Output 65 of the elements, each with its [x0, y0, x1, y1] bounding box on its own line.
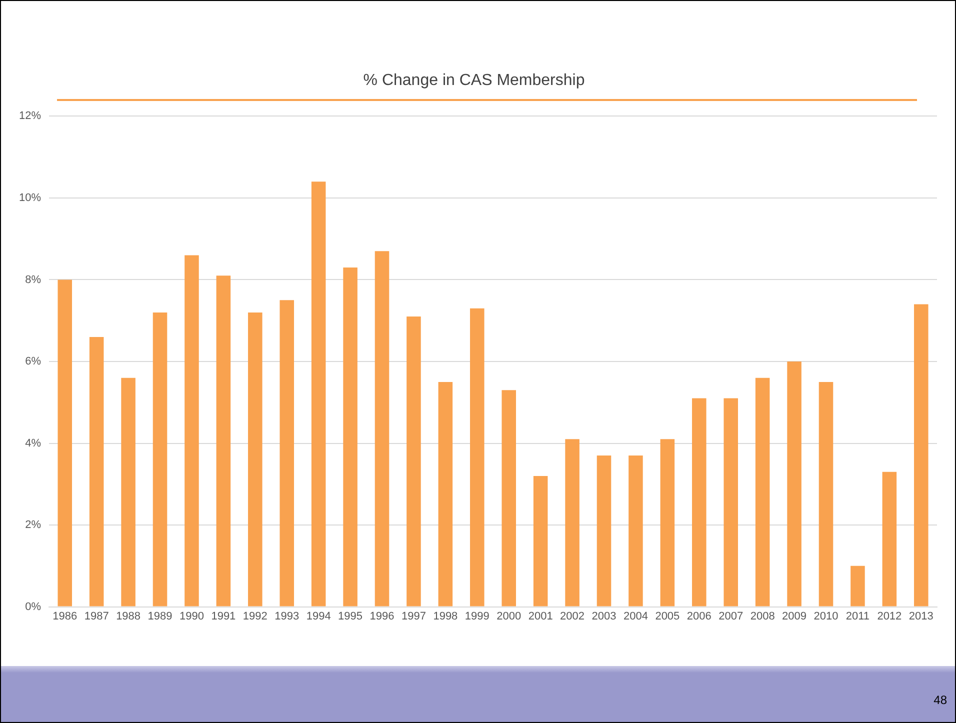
bar — [343, 267, 358, 606]
bar — [311, 182, 326, 606]
bar — [596, 456, 612, 606]
bar — [882, 472, 897, 606]
bar — [660, 439, 675, 606]
bar — [152, 312, 168, 606]
bar — [502, 390, 516, 606]
x-tick-label: 1992 — [242, 610, 268, 622]
bar — [470, 308, 484, 606]
bar — [406, 316, 421, 606]
x-tick-label: 1990 — [179, 610, 204, 622]
bar — [850, 566, 865, 606]
y-tick-label: 0% — [25, 600, 42, 613]
bar — [438, 382, 453, 606]
x-tick-label: 1993 — [274, 610, 300, 622]
x-tick-label: 1989 — [148, 610, 172, 622]
y-tick-label: 4% — [25, 437, 42, 450]
bar — [216, 276, 231, 606]
x-tick-label: 1999 — [464, 610, 490, 622]
bar — [914, 304, 928, 606]
y-tick-label: 8% — [25, 274, 42, 286]
x-tick-label: 1998 — [433, 610, 458, 622]
bar — [248, 312, 262, 606]
x-tick-label: 2003 — [592, 610, 616, 622]
x-tick-label: 2011 — [846, 610, 870, 622]
chart-title: % Change in CAS Membership — [363, 72, 585, 90]
x-tick-label: 2013 — [908, 610, 934, 622]
bar — [280, 300, 294, 606]
bar — [787, 362, 802, 606]
bar — [755, 378, 770, 606]
x-tick-label: 2012 — [877, 610, 902, 622]
bar — [628, 456, 643, 606]
bar — [121, 378, 136, 606]
x-tick-label: 2009 — [782, 610, 807, 622]
bar — [374, 251, 390, 606]
bar — [724, 398, 738, 606]
bar — [184, 255, 199, 606]
x-tick-label: 2004 — [623, 610, 648, 622]
bar — [89, 336, 104, 606]
x-tick-label: 2007 — [718, 610, 744, 622]
x-tick-label: 2005 — [655, 610, 680, 622]
x-tick-label: 2001 — [528, 610, 553, 622]
x-tick-label: 1994 — [306, 610, 331, 622]
x-tick-label: 1986 — [52, 610, 78, 622]
y-tick-label: 12% — [18, 110, 42, 122]
y-tick-label: 10% — [18, 192, 42, 204]
bar — [818, 382, 834, 606]
x-tick-label: 1987 — [84, 610, 109, 622]
y-tick-label: 2% — [25, 519, 42, 532]
x-tick-label: 1988 — [116, 610, 141, 622]
x-tick-label: 2000 — [496, 610, 522, 622]
bar — [533, 476, 548, 606]
bar — [692, 398, 706, 606]
text: 48 — [934, 693, 947, 707]
x-tick-label: 1991 — [211, 610, 236, 622]
x-tick-label: 1997 — [401, 610, 426, 622]
x-tick-label: 1996 — [370, 610, 394, 622]
x-tick-label: 1995 — [338, 610, 363, 622]
x-tick-label: 2006 — [686, 610, 712, 622]
bar — [58, 280, 72, 606]
x-tick-label: 2010 — [814, 610, 838, 622]
x-tick-label: 2002 — [560, 610, 585, 622]
y-tick-label: 6% — [25, 356, 42, 368]
bar — [565, 439, 580, 606]
x-tick-label: 2008 — [750, 610, 775, 622]
